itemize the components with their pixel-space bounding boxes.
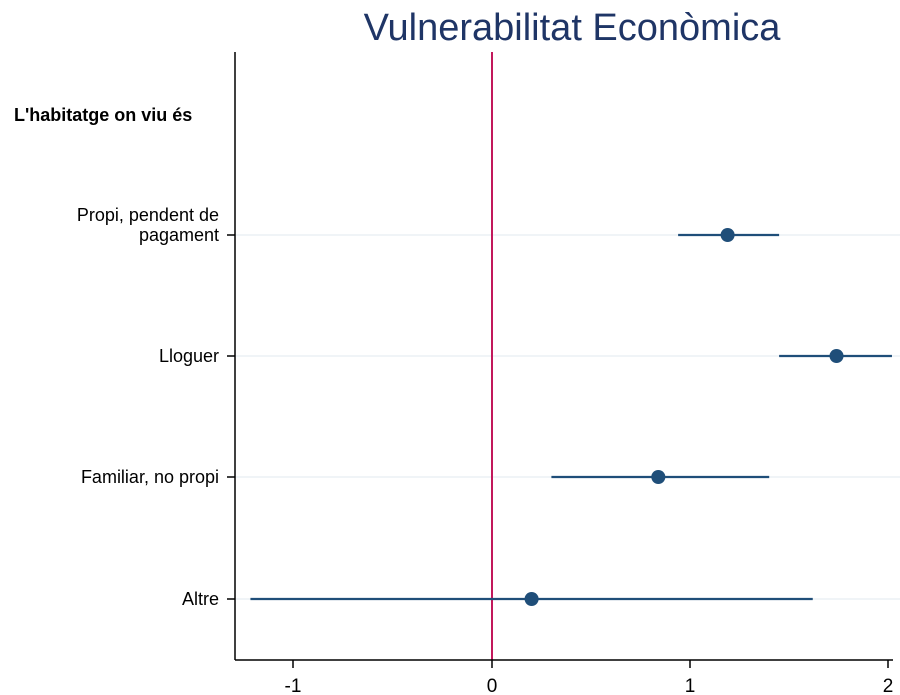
category-label: Altre <box>182 589 219 609</box>
x-tick-label: 2 <box>883 676 894 695</box>
estimate-points <box>524 228 844 606</box>
estimate-point <box>829 349 844 363</box>
category-label: pagament <box>139 225 219 245</box>
estimate-point <box>720 228 735 242</box>
estimate-point <box>524 592 539 606</box>
category-label: Lloguer <box>159 346 219 366</box>
category-label: Familiar, no propi <box>81 467 219 487</box>
estimate-point <box>651 470 666 484</box>
x-tick-label: 1 <box>685 676 696 695</box>
x-tick-label: 0 <box>487 676 498 695</box>
x-ticks: -1 0 1 2 <box>285 660 894 695</box>
group-header: L'habitatge on viu és <box>14 105 192 125</box>
x-tick-label: -1 <box>285 676 302 695</box>
category-label: Propi, pendent de <box>77 205 219 225</box>
chart-title: Vulnerabilitat Econòmica <box>364 7 782 49</box>
axes <box>234 52 893 661</box>
confidence-intervals <box>250 233 892 601</box>
grid-lines <box>227 234 900 600</box>
